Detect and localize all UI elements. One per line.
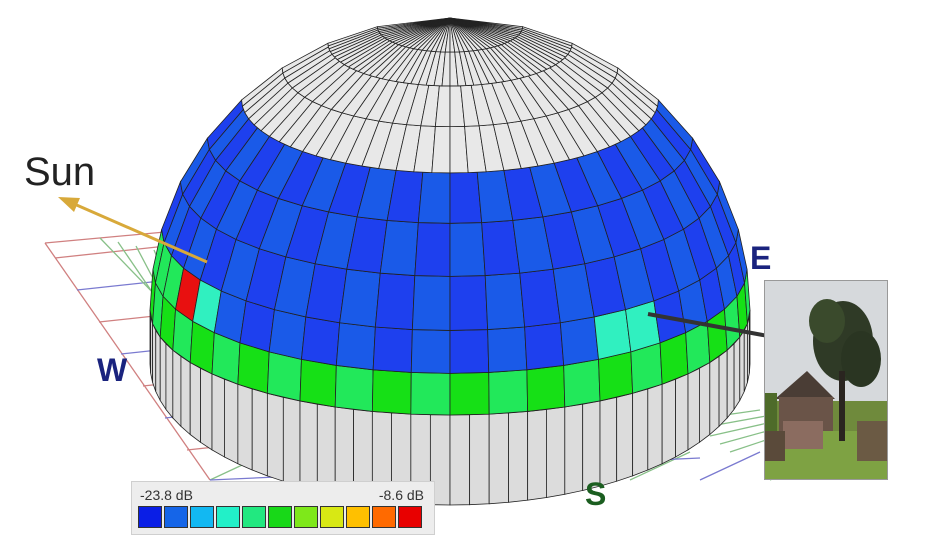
dome-cell <box>335 322 376 371</box>
dome-cell <box>449 372 490 416</box>
dome-base-cell <box>739 329 745 401</box>
hemisphere-dome <box>149 17 751 506</box>
dome-cell <box>239 300 275 353</box>
legend-swatch <box>372 506 396 528</box>
dome-base-cell <box>675 373 689 458</box>
dome-cell <box>410 372 451 416</box>
dome-cell <box>593 309 632 360</box>
dome-cell <box>301 316 341 366</box>
dome-cell <box>414 222 451 277</box>
dome-cell <box>374 272 416 331</box>
sun-label: Sun <box>24 150 96 194</box>
legend-swatch <box>346 506 370 528</box>
dome-base-cell <box>527 408 547 501</box>
sun-arrow-head <box>58 197 80 212</box>
dome-base-cell <box>152 323 157 392</box>
dome-cell <box>371 369 412 415</box>
dome-cell <box>410 329 451 374</box>
dome-base-cell <box>546 406 566 498</box>
ground-grid-line <box>699 451 761 481</box>
color-scale-legend: -23.8 dB -8.6 dB <box>131 481 435 535</box>
dome-cell <box>449 275 489 331</box>
dome-cell <box>339 268 381 328</box>
dome-base-cell <box>709 355 720 436</box>
dome-base-cell <box>159 336 167 411</box>
dome-base-cell <box>180 355 191 436</box>
dome-base-cell <box>647 383 663 471</box>
legend-swatch <box>242 506 266 528</box>
legend-swatch <box>216 506 240 528</box>
dome-base-cell <box>266 392 284 482</box>
dome-cell <box>449 329 490 374</box>
dome-cell <box>559 316 599 366</box>
dome-base-cell <box>718 349 728 428</box>
dome-cell <box>488 369 529 415</box>
dome-cell <box>299 358 337 408</box>
dome-cell <box>268 309 307 360</box>
barn-tree-photo <box>764 280 888 480</box>
direction-east-label: E <box>750 240 772 276</box>
dome-cell <box>484 272 526 331</box>
dome-base-cell <box>726 342 735 420</box>
legend-max-label: -8.6 dB <box>378 487 424 503</box>
dome-base-cell <box>172 349 182 428</box>
ground-grid-line <box>44 231 166 244</box>
dome-base-cell <box>508 410 529 503</box>
dome-cell <box>449 171 483 224</box>
dome-base-cell <box>632 388 649 477</box>
legend-swatch <box>320 506 344 528</box>
dome-cell <box>431 126 451 174</box>
legend-swatch <box>294 506 318 528</box>
dome-base-cell <box>469 413 490 506</box>
dome-cell <box>449 222 486 277</box>
legend-swatch <box>268 506 292 528</box>
dome-base-cell <box>687 367 700 451</box>
legend-swatches <box>138 506 424 528</box>
dome-base-cell <box>165 342 174 420</box>
dome-cell <box>372 326 413 373</box>
dome-cell <box>526 364 566 412</box>
dome-base-cell <box>155 329 161 401</box>
dome-cell <box>563 358 601 408</box>
legend-swatch <box>190 506 214 528</box>
dome-cell <box>524 322 565 371</box>
legend-swatch <box>164 506 188 528</box>
dome-cell <box>417 171 451 224</box>
dome-base-cell <box>699 361 711 444</box>
dome-base-cell <box>282 396 301 487</box>
direction-west-label: W <box>97 352 128 388</box>
dome-base-cell <box>564 403 584 495</box>
sun-arrow-line <box>71 201 208 264</box>
dome-cell <box>266 351 302 402</box>
ground-grid-line <box>709 421 773 437</box>
dome-base-cell <box>449 414 471 506</box>
dome-base-cell <box>488 412 509 505</box>
dome-base-cell <box>299 400 318 491</box>
dome-base-cell <box>733 336 741 411</box>
dome-base-cell <box>251 388 268 477</box>
dome-base-cell <box>661 378 676 465</box>
dome-base-cell <box>211 373 225 458</box>
legend-swatch <box>398 506 422 528</box>
legend-swatch <box>138 506 162 528</box>
dome-base-cell <box>200 367 213 451</box>
dome-cell <box>379 219 419 276</box>
dome-base-cell <box>599 396 618 487</box>
dome-cell <box>487 326 528 373</box>
legend-min-label: -23.8 dB <box>140 487 193 503</box>
dome-cell <box>334 364 374 412</box>
dome-base-cell <box>237 383 253 471</box>
dome-base-cell <box>189 361 201 444</box>
direction-south-label: S <box>585 476 607 512</box>
ground-grid-line <box>44 242 211 481</box>
dome-base-cell <box>224 378 239 465</box>
ground-grid-line <box>629 451 691 481</box>
dome-base-cell <box>616 392 634 482</box>
dome-cell <box>411 275 451 331</box>
dome-cell <box>449 17 524 29</box>
dome-cell <box>598 351 634 402</box>
dome-base-cell <box>748 309 751 374</box>
